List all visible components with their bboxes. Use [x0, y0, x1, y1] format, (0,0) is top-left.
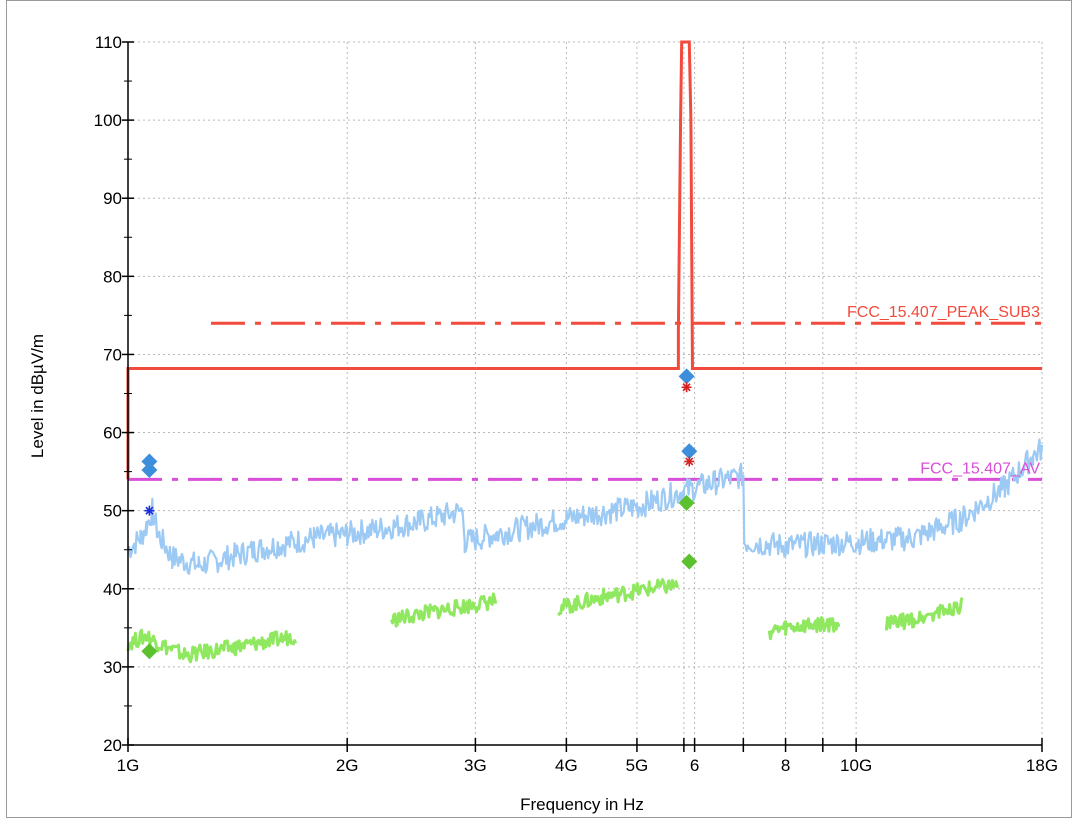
y-tick-label: 70 — [103, 345, 122, 364]
x-tick-label: 2G — [336, 756, 359, 775]
y-tick-label: 100 — [94, 111, 122, 130]
y-axis-title: Level in dBµV/m — [28, 334, 47, 458]
markers-group — [141, 368, 698, 660]
series-group — [126, 438, 1044, 664]
series-line — [389, 592, 498, 628]
marker-diamond — [678, 494, 695, 511]
emission-chart: 20 30 40 50 60 70 80 90 100 110 1G 2G 3G 4G 5G 6 8 10G 18G… — [28, 33, 1058, 814]
marker-diamond — [141, 462, 158, 479]
x-tick-label: 10G — [840, 756, 872, 775]
y-tick-label: 50 — [103, 502, 122, 521]
x-tick-label: 8 — [781, 756, 790, 775]
marker-diamond — [141, 643, 158, 660]
marker-diamond — [681, 443, 698, 460]
y-tick-label: 110 — [95, 33, 122, 52]
x-tick-label: 1G — [117, 756, 140, 775]
marker-star — [681, 382, 692, 393]
y-tick-label: 80 — [103, 267, 122, 286]
x-tick-label: 18G — [1026, 756, 1058, 775]
labels: 20 30 40 50 60 70 80 90 100 110 1G 2G 3G 4G 5G 6 8 10G 18G… — [94, 33, 1058, 775]
y-tick-label: 90 — [103, 189, 122, 208]
marker-diamond — [678, 368, 695, 385]
marker-diamond — [141, 453, 158, 470]
series-line — [557, 578, 680, 617]
x-tick-label: 5G — [626, 756, 649, 775]
series-line — [126, 438, 1044, 575]
x-axis-title: Frequency in Hz — [520, 795, 644, 814]
x-tick-label: 3G — [464, 756, 487, 775]
x-tick-label: 6 — [690, 756, 699, 775]
axes — [122, 41, 1043, 752]
y-tick-label: 20 — [103, 736, 122, 755]
marker-diamond — [681, 553, 698, 570]
x-tick-label: 4G — [555, 756, 578, 775]
y-tick-label: 30 — [103, 658, 122, 677]
limit-line-label: FCC_15.407_PEAK_SUB3 — [847, 304, 1040, 321]
marker-star — [684, 456, 695, 467]
y-tick-label: 60 — [103, 424, 122, 443]
series-line — [126, 628, 298, 664]
limit-line-solid — [126, 40, 1042, 480]
y-tick-label: 40 — [103, 580, 122, 599]
series-line — [767, 616, 841, 641]
series-line — [884, 596, 964, 631]
chart-frame: 20 30 40 50 60 70 80 90 100 110 1G 2G 3G 4G 5G 6 8 10G 18G… — [6, 0, 1072, 818]
limit-line-label: FCC_15.407_AV — [920, 460, 1040, 477]
marker-star — [144, 505, 155, 516]
limit-lines — [126, 40, 1042, 481]
